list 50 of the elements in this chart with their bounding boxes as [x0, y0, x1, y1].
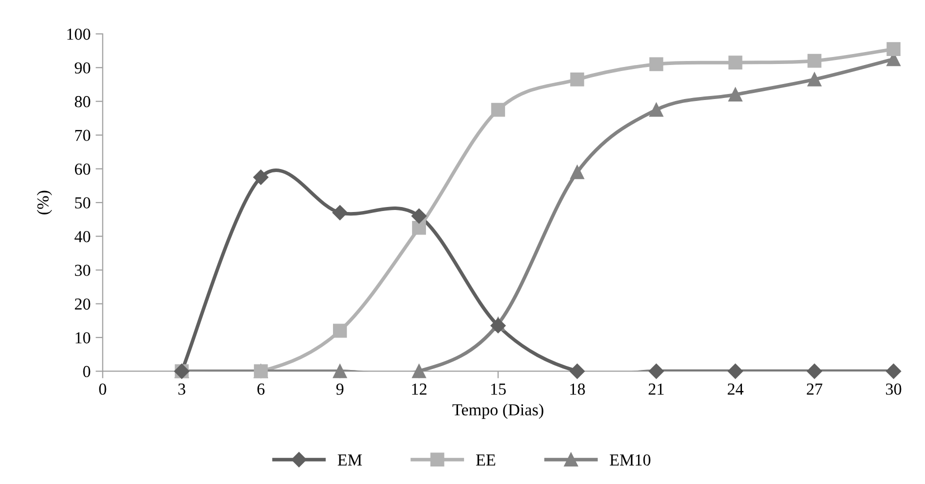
x-tick-label: 9: [336, 384, 344, 395]
x-tick-label: 6: [257, 384, 265, 395]
x-tick-label: 0: [99, 384, 106, 395]
point: [728, 364, 743, 379]
point: [728, 56, 742, 70]
legend-label: EM10: [610, 454, 650, 466]
point: [332, 324, 347, 338]
x-tick-label: 30: [886, 384, 902, 395]
point: [412, 364, 426, 378]
y-tick-label: 40: [74, 230, 90, 242]
point: [886, 364, 902, 379]
y-tick-label: 10: [76, 332, 90, 344]
y-tick-label: 20: [74, 298, 90, 310]
point: [570, 72, 584, 86]
y-tick-label: 30: [75, 264, 90, 276]
x-tick-label: 3: [178, 384, 186, 395]
point: [490, 318, 506, 334]
point: [332, 205, 348, 220]
legend-label: EM: [338, 454, 362, 466]
point: [491, 102, 506, 117]
y-tick-label: 80: [74, 96, 90, 108]
point: [649, 57, 664, 72]
point: [253, 170, 268, 185]
point: [570, 364, 585, 379]
y-tick-label: 50: [75, 197, 90, 208]
legend-label: EE: [476, 454, 496, 466]
point: [649, 102, 664, 117]
x-tick-label: 21: [648, 384, 664, 395]
point: [412, 220, 426, 235]
x-tick-label: 18: [570, 384, 585, 395]
y-tick-label: 0: [83, 366, 90, 378]
x-tick-label: 12: [412, 384, 426, 395]
point: [648, 364, 664, 379]
y-tick-label: 70: [75, 130, 90, 142]
y-tick-label: 90: [74, 62, 90, 74]
x-tick-label: 24: [728, 384, 744, 395]
y-tick-label: 60: [74, 164, 90, 175]
point: [808, 72, 822, 86]
point: [886, 42, 900, 56]
x-axis-title: Tempo (Dias): [452, 404, 544, 419]
y-axis-title: (%): [36, 190, 52, 214]
point: [411, 208, 427, 224]
point: [332, 364, 347, 378]
point: [570, 165, 584, 180]
point: [728, 88, 742, 102]
point: [808, 54, 822, 68]
y-tick-label: 100: [67, 28, 90, 40]
point: [806, 364, 822, 379]
x-tick-label: 27: [806, 384, 822, 395]
x-tick-label: 15: [491, 384, 506, 395]
